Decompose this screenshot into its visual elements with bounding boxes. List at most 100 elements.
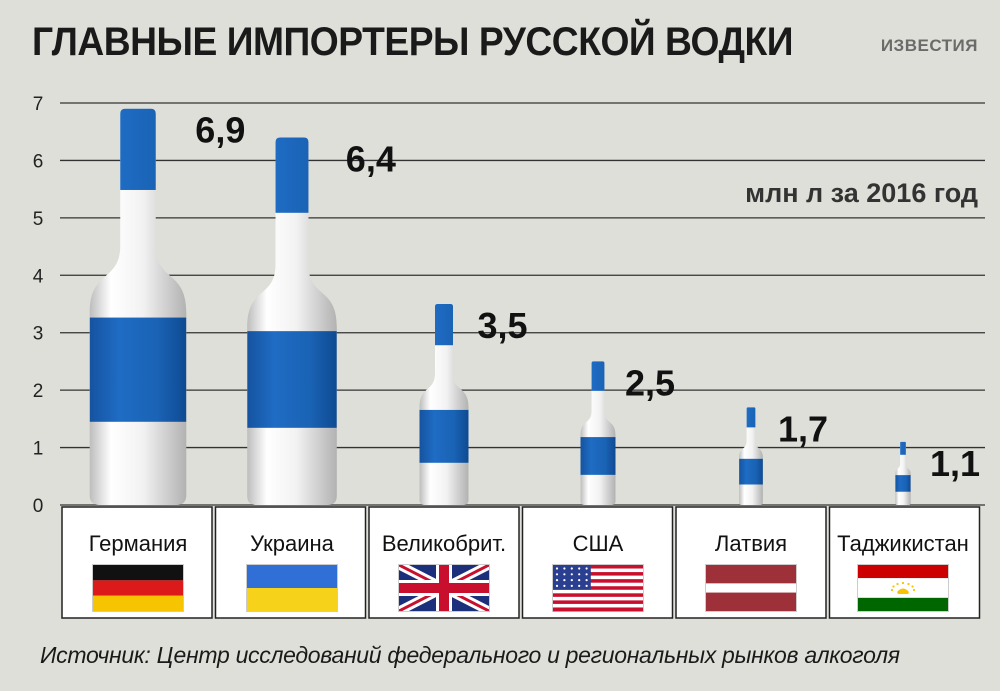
bottle-label-band — [419, 409, 469, 463]
flag-stripe — [858, 578, 948, 598]
bottle-cap — [247, 137, 337, 213]
flag-cross-red — [399, 583, 489, 593]
flag-stripe — [93, 565, 183, 581]
category-label: Германия — [89, 531, 188, 556]
flag-star — [901, 581, 905, 585]
flag-stripe — [93, 580, 183, 596]
y-tick-label: 6 — [33, 151, 44, 172]
flag-star — [890, 588, 894, 592]
category-label: США — [573, 531, 624, 556]
flag-stripe — [553, 607, 643, 612]
flag-star — [585, 579, 588, 582]
y-tick-label: 7 — [33, 94, 44, 115]
flag-star — [578, 584, 581, 588]
bottle-bar — [739, 407, 763, 505]
bottle-bar — [247, 137, 337, 505]
flag-star — [570, 579, 573, 582]
category-label: Украина — [250, 531, 335, 556]
source-note: Источник: Центр исследований федеральног… — [40, 642, 900, 668]
flag-star — [578, 579, 581, 582]
flag-star — [892, 585, 895, 588]
flag-stripe — [553, 565, 643, 569]
flag-star — [578, 573, 581, 576]
y-tick-label: 2 — [33, 381, 44, 402]
flag-stripe — [247, 588, 337, 611]
flag-star — [585, 584, 588, 588]
flag-crown — [897, 588, 909, 594]
bottle-label-band — [89, 317, 187, 422]
chart-subtitle: млн л за 2016 год — [745, 178, 978, 208]
germany-flag — [92, 564, 184, 612]
flag-stripe — [553, 575, 643, 580]
flag-stripe — [553, 596, 643, 601]
value-label: 1,1 — [930, 443, 980, 484]
brand-logo: ИЗВЕСТИЯ — [880, 36, 978, 55]
value-labels: 6,9 6,4 3,5 2,5 1,7 1,1 — [195, 110, 980, 484]
bottle-cap — [419, 304, 469, 346]
value-label: 1,7 — [778, 408, 828, 449]
y-tick-label: 1 — [33, 439, 44, 460]
y-tick-label: 3 — [33, 324, 44, 345]
flag-stripe — [553, 568, 643, 573]
bottle-label-band — [580, 437, 616, 475]
uk-flag — [398, 564, 490, 612]
flag-stripe — [553, 572, 643, 576]
category-label: Таджикистан — [837, 531, 969, 556]
bottle-cap — [739, 407, 763, 428]
flag-stripe — [706, 583, 796, 593]
flag-star — [911, 585, 914, 588]
flag-star — [912, 588, 916, 592]
flag-stripe — [553, 593, 643, 598]
flag-star — [585, 573, 588, 576]
category-label: Великобрит. — [382, 531, 506, 556]
value-label: 3,5 — [478, 305, 528, 346]
flag-stripe — [858, 597, 948, 611]
flag-stripe — [553, 582, 643, 587]
flag-star — [563, 584, 566, 588]
flag-star — [585, 567, 588, 570]
bottle-bar — [895, 441, 911, 505]
grid: 0 1 2 3 4 5 6 7 — [33, 94, 985, 517]
category-panel: Германия Украина Великобрит. США Латвия Таджи… — [61, 506, 981, 619]
flag-star — [570, 567, 573, 570]
flag-star — [555, 584, 559, 588]
chart-title: ГЛАВНЫЕ ИМПОРТЕРЫ РУССКОЙ ВОДКИ — [32, 20, 794, 64]
flag-star — [578, 567, 581, 570]
flag-stripe — [706, 565, 796, 584]
flag-stripe — [93, 595, 183, 611]
flag-star — [555, 579, 559, 582]
flag-star — [896, 582, 899, 586]
value-label: 6,9 — [195, 110, 245, 151]
flag-star — [570, 584, 573, 588]
flag-field — [399, 565, 489, 611]
y-tick-label: 5 — [33, 209, 44, 230]
flag-star — [563, 573, 566, 576]
bottle-bar — [580, 361, 616, 505]
bottle-cap — [89, 108, 187, 190]
flag-star — [555, 567, 559, 570]
flag-stripe — [553, 579, 643, 583]
y-tick-label: 4 — [33, 266, 44, 287]
tajikistan-flag — [857, 564, 949, 612]
flag-star — [570, 573, 573, 576]
bottle-label-band — [247, 331, 337, 428]
usa-flag — [552, 564, 644, 612]
flag-stripe — [553, 586, 643, 591]
flag-stripe — [553, 600, 643, 605]
flag-stripe — [858, 565, 948, 579]
flag-stripe — [247, 565, 337, 588]
bottle-label-band — [739, 458, 763, 485]
flag-star — [555, 573, 559, 576]
flag-stripe — [553, 589, 643, 594]
flag-star — [907, 582, 910, 586]
latvia-flag — [705, 564, 797, 612]
ukraine-flag — [246, 564, 338, 612]
flag-stripe — [553, 603, 643, 608]
bottle-bar — [89, 108, 187, 505]
value-label: 6,4 — [346, 138, 396, 179]
value-label: 2,5 — [625, 362, 675, 403]
flag-stripe — [706, 592, 796, 611]
bottle-cap — [580, 361, 616, 391]
category-label: Латвия — [715, 531, 787, 556]
